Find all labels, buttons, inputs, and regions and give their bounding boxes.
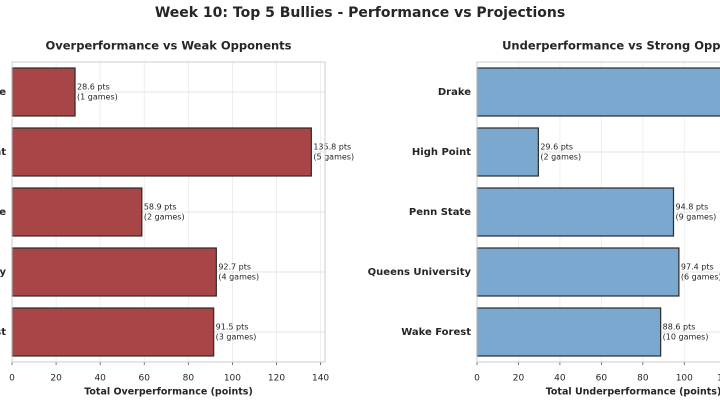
plot-frame — [11, 61, 326, 363]
x-tick-label: 40 — [94, 374, 106, 384]
y-tick-label: Drake — [0, 87, 6, 98]
subplot-title: Overperformance vs Weak Opponents — [45, 39, 291, 53]
y-tick-label: High Point — [0, 147, 6, 158]
x-tick-label: 140 — [312, 374, 329, 384]
y-tick-label: Penn State — [0, 207, 6, 218]
x-tick-label: 20 — [513, 374, 525, 384]
x-tick-label: 120 — [717, 374, 720, 384]
x-tick-label: 80 — [183, 374, 195, 384]
bar — [476, 127, 539, 177]
bar — [476, 307, 662, 357]
y-tick-label: Wake Forest — [0, 327, 6, 338]
bar — [11, 67, 76, 117]
x-tick-label: 0 — [9, 374, 15, 384]
y-tick-label: Queens University — [0, 267, 6, 278]
x-tick-label: 120 — [268, 374, 285, 384]
bar — [476, 247, 680, 297]
bar — [11, 127, 312, 177]
games-label: (10 games) — [663, 333, 709, 342]
x-tick-label: 80 — [637, 374, 649, 384]
x-tick-label: 0 — [474, 374, 480, 384]
x-tick-label: 40 — [554, 374, 566, 384]
value-label: 88.6 pts — [663, 323, 696, 332]
games-label: (4 games) — [218, 273, 259, 282]
value-label: 29.6 pts — [540, 143, 573, 152]
x-tick-label: 60 — [596, 374, 608, 384]
games-label: (2 games) — [144, 213, 185, 222]
value-label: 91.5 pts — [216, 323, 249, 332]
value-label: 94.8 pts — [676, 203, 709, 212]
games-label: (6 games) — [681, 273, 720, 282]
games-label: (2 games) — [540, 153, 581, 162]
value-label: 97.4 pts — [681, 263, 714, 272]
value-label: 58.9 pts — [144, 203, 177, 212]
bar — [11, 307, 215, 357]
x-tick-label: 20 — [50, 374, 62, 384]
value-label: 135.8 pts — [313, 143, 351, 152]
bar — [476, 187, 675, 237]
value-label: 92.7 pts — [218, 263, 251, 272]
y-tick-label: Penn State — [409, 207, 471, 218]
y-tick-label: Queens University — [368, 267, 472, 278]
games-label: (5 games) — [313, 153, 354, 162]
subplot-title: Underperformance vs Strong Opponents — [502, 39, 720, 53]
games-label: (3 games) — [216, 333, 257, 342]
x-axis-label: Total Overperformance (points) — [84, 387, 253, 398]
y-tick-label: High Point — [412, 147, 471, 158]
bar — [476, 67, 720, 117]
x-tick-label: 100 — [224, 374, 241, 384]
x-axis-label: Total Underperformance (points) — [546, 387, 720, 398]
page-title: Week 10: Top 5 Bullies - Performance vs … — [155, 5, 565, 21]
y-tick-label: Drake — [438, 87, 471, 98]
bar — [11, 247, 217, 297]
games-label: (1 games) — [77, 93, 118, 102]
x-tick-label: 60 — [139, 374, 151, 384]
games-label: (9 games) — [676, 213, 717, 222]
bar — [11, 187, 143, 237]
y-tick-label: Wake Forest — [401, 327, 471, 338]
x-tick-label: 100 — [676, 374, 693, 384]
plot-frame — [476, 61, 720, 363]
value-label: 28.6 pts — [77, 83, 110, 92]
